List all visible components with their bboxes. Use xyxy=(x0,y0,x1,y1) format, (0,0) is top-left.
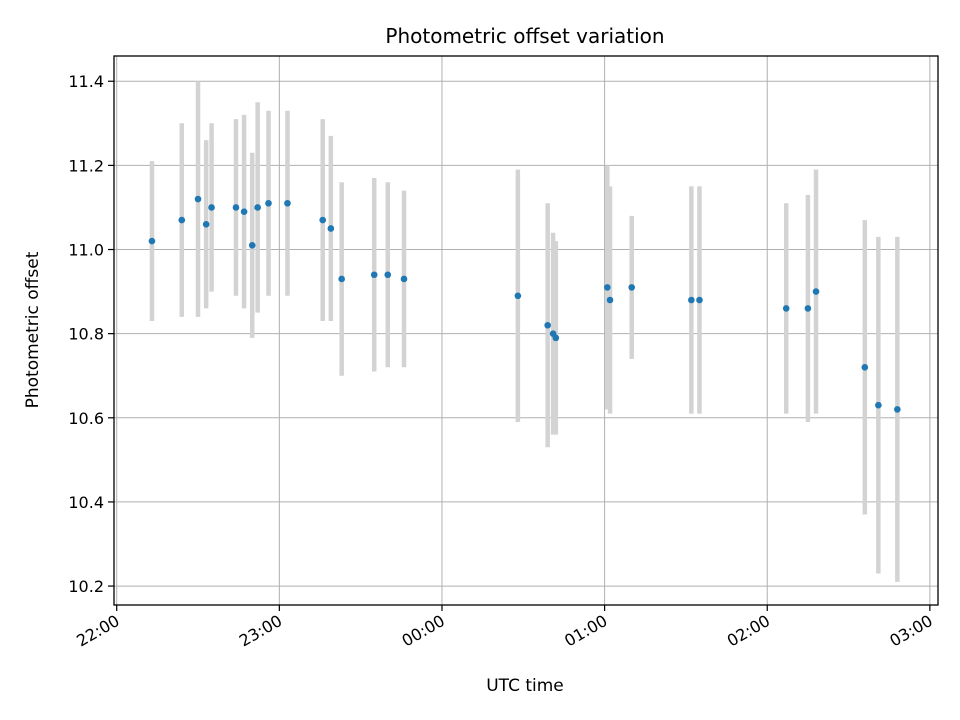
data-point xyxy=(606,296,614,304)
data-point xyxy=(319,216,327,224)
data-point xyxy=(248,242,256,249)
data-point xyxy=(254,204,261,211)
data-point xyxy=(400,275,408,283)
chart-title: Photometric offset variation xyxy=(385,24,664,48)
data-point xyxy=(338,275,345,283)
data-point xyxy=(894,406,901,413)
error-bars xyxy=(149,81,900,582)
data-point xyxy=(514,292,522,300)
data-point xyxy=(327,225,335,232)
data-point xyxy=(148,237,156,245)
x-tick-label: 23:00 xyxy=(236,611,285,651)
data-point xyxy=(178,216,186,224)
data-point xyxy=(875,401,882,409)
data-point xyxy=(284,199,291,207)
y-tick-label: 10.8 xyxy=(68,325,104,344)
x-tick-label: 22:00 xyxy=(73,611,122,651)
data-point xyxy=(812,288,820,295)
data-point xyxy=(208,204,215,211)
data-point xyxy=(265,199,272,207)
data-point xyxy=(544,321,551,329)
data-point xyxy=(604,284,611,291)
data-point xyxy=(804,305,812,312)
data-point xyxy=(628,284,636,291)
data-point xyxy=(232,204,240,211)
data-point xyxy=(688,296,695,304)
x-tick-label: 03:00 xyxy=(886,611,935,651)
y-axis-label: Photometric offset xyxy=(23,251,43,408)
y-tick-label: 10.4 xyxy=(68,493,104,512)
plot-frame xyxy=(113,55,939,606)
y-tick-label: 11.0 xyxy=(68,241,104,260)
y-tick-label: 10.6 xyxy=(68,409,104,428)
data-point xyxy=(552,334,560,342)
x-tick-label: 02:00 xyxy=(724,611,773,651)
data-point xyxy=(370,271,378,279)
y-tick-label: 11.4 xyxy=(68,72,104,91)
data-point xyxy=(240,208,248,215)
y-axis-ticks: 10.2 10.4 10.6 10.8 11.0 11.2 11.4 xyxy=(68,72,114,596)
y-tick-label: 10.2 xyxy=(68,577,104,596)
x-axis-label: UTC time xyxy=(486,676,564,696)
x-tick-label: 01:00 xyxy=(561,611,610,651)
data-points xyxy=(148,195,901,413)
data-point xyxy=(861,364,869,371)
data-point xyxy=(202,220,210,228)
data-point xyxy=(696,296,703,304)
data-point xyxy=(782,305,790,312)
data-point xyxy=(194,195,202,203)
data-point xyxy=(384,271,392,279)
y-tick-label: 11.2 xyxy=(68,156,104,175)
x-tick-label: 00:00 xyxy=(399,611,448,651)
x-axis-ticks: 22:00 23:00 00:00 01:00 02:00 03:00 xyxy=(73,605,936,651)
